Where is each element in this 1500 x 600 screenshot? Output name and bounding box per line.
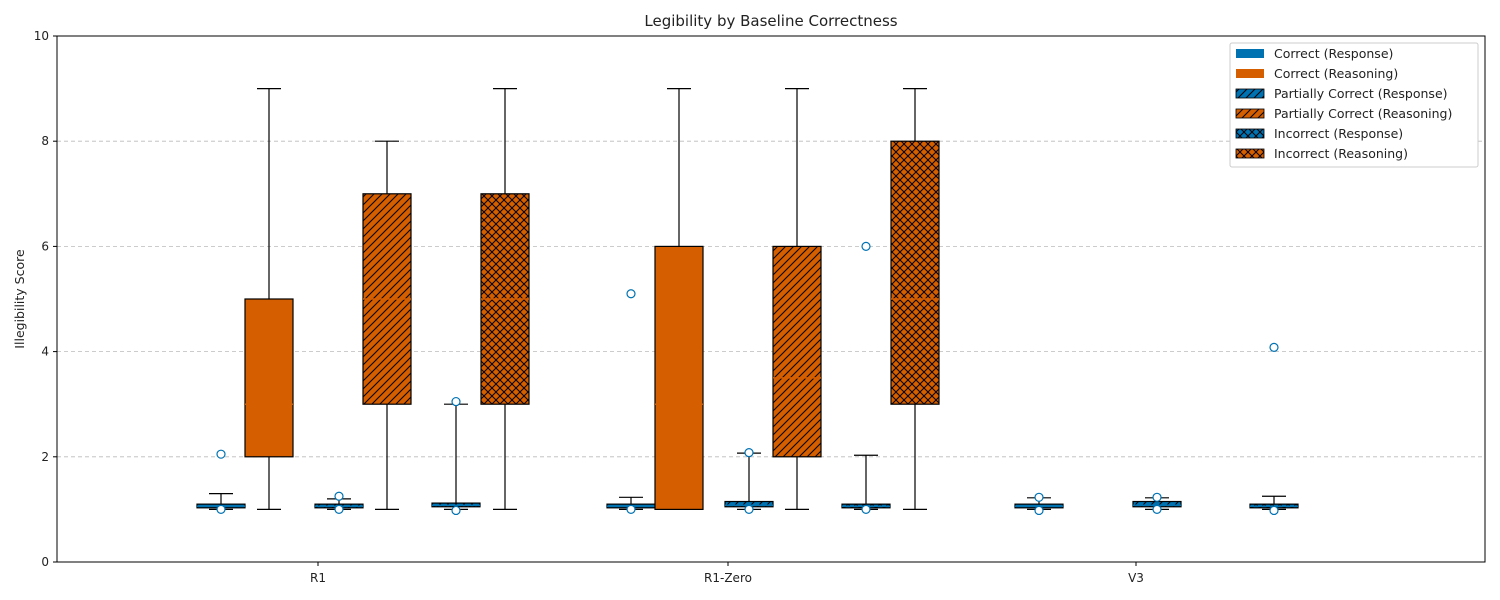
- x-axis-ticks: R1 R1-Zero V3: [310, 562, 1144, 585]
- legend-label: Correct (Reasoning): [1274, 66, 1398, 81]
- outlier-point: [1034, 505, 1044, 516]
- legend-swatch-hatch: [1236, 109, 1264, 118]
- box-fill: [245, 299, 293, 457]
- box-incorrect-response--r1-zero: [841, 241, 891, 514]
- outlier-point: [626, 289, 636, 299]
- box-incorrect-response--r1: [431, 396, 481, 516]
- outlier-point: [451, 505, 461, 516]
- boxes: [196, 87, 1299, 516]
- box-partially-correct-reasoning--r1-zero: [772, 87, 822, 510]
- box-hatch: [1133, 501, 1181, 507]
- legend-swatch-outline: [1235, 128, 1265, 139]
- box-partially-correct-response--r1: [314, 491, 364, 514]
- box-outline: [890, 140, 940, 405]
- box-correct-reasoning--r1: [244, 87, 294, 510]
- legend-item: Correct (Response): [1236, 46, 1393, 61]
- box-hatch: [891, 141, 939, 405]
- legend-item: Partially Correct (Response): [1235, 86, 1448, 101]
- outlier-point: [334, 504, 344, 514]
- x-tick-label: R1: [310, 571, 326, 585]
- outlier-point: [626, 504, 636, 514]
- box-incorrect-reasoning--r1-zero: [890, 87, 940, 510]
- y-tick-label: 2: [41, 450, 49, 464]
- chart-title: Legibility by Baseline Correctness: [644, 12, 897, 30]
- legend: Correct (Response) Correct (Reasoning) Par…: [1229, 42, 1479, 168]
- outlier-point: [451, 396, 461, 407]
- box-correct-reasoning--r1-zero: [654, 87, 704, 510]
- legend-swatch-hatch: [1236, 89, 1264, 98]
- box-outline: [244, 298, 294, 458]
- legend-label: Correct (Response): [1274, 46, 1393, 61]
- box-partially-correct-response--v3: [1132, 492, 1182, 514]
- box-outline: [654, 245, 704, 510]
- y-tick-label: 6: [41, 239, 49, 253]
- legend-frame: [1229, 42, 1479, 168]
- x-tick-label: R1-Zero: [704, 571, 752, 585]
- box-partially-correct-response--r1-zero: [724, 447, 774, 514]
- outlier-point: [861, 241, 871, 251]
- box-fill: [655, 246, 703, 510]
- outlier-point: [744, 447, 754, 458]
- y-axis-label: Illegibility Score: [12, 249, 27, 349]
- outlier-point: [1152, 492, 1162, 502]
- legend-item: Partially Correct (Reasoning): [1235, 106, 1452, 121]
- legend-item: Correct (Reasoning): [1236, 66, 1398, 81]
- box-correct-response--v3: [1014, 492, 1064, 516]
- outlier-point: [1269, 505, 1279, 516]
- outlier-point: [216, 449, 226, 459]
- outlier-point: [1269, 342, 1279, 352]
- legend-swatch: [1236, 49, 1264, 58]
- legend-swatch-outline: [1235, 108, 1265, 119]
- box-hatch: [725, 501, 773, 507]
- legend-swatch: [1236, 69, 1264, 78]
- outlier-point: [744, 504, 754, 514]
- legend-label: Partially Correct (Reasoning): [1274, 106, 1452, 121]
- y-tick-label: 8: [41, 134, 49, 148]
- y-tick-label: 0: [41, 555, 49, 569]
- y-tick-label: 10: [34, 29, 49, 43]
- legend-label: Incorrect (Response): [1274, 126, 1403, 141]
- outlier-point: [1034, 492, 1044, 502]
- outlier-point: [216, 504, 226, 514]
- box-incorrect-response--v3: [1249, 342, 1299, 516]
- legend-item: Incorrect (Reasoning): [1235, 146, 1408, 161]
- legend-label: Partially Correct (Response): [1274, 86, 1448, 101]
- legend-swatch-hatch: [1236, 149, 1264, 158]
- box-incorrect-reasoning--r1: [480, 87, 530, 510]
- box-correct-response--r1-zero: [606, 289, 656, 514]
- outlier-point: [861, 504, 871, 514]
- legend-swatch-outline: [1235, 148, 1265, 159]
- box-outline: [772, 245, 822, 458]
- outlier-point: [334, 491, 344, 501]
- outlier-point: [1152, 504, 1162, 514]
- y-axis-ticks: 0 2 4 6 8 10: [34, 29, 57, 569]
- legend-swatch-outline: [1235, 88, 1265, 99]
- plot-frame: [56, 35, 1486, 563]
- x-tick-label: V3: [1128, 571, 1144, 585]
- box-hatch: [773, 246, 821, 457]
- box-partially-correct-reasoning--r1: [362, 140, 412, 510]
- box-correct-response--r1: [196, 449, 246, 514]
- y-tick-label: 4: [41, 345, 49, 359]
- legend-item: Incorrect (Response): [1235, 126, 1403, 141]
- legend-swatch-hatch: [1236, 129, 1264, 138]
- legend-label: Incorrect (Reasoning): [1274, 146, 1408, 161]
